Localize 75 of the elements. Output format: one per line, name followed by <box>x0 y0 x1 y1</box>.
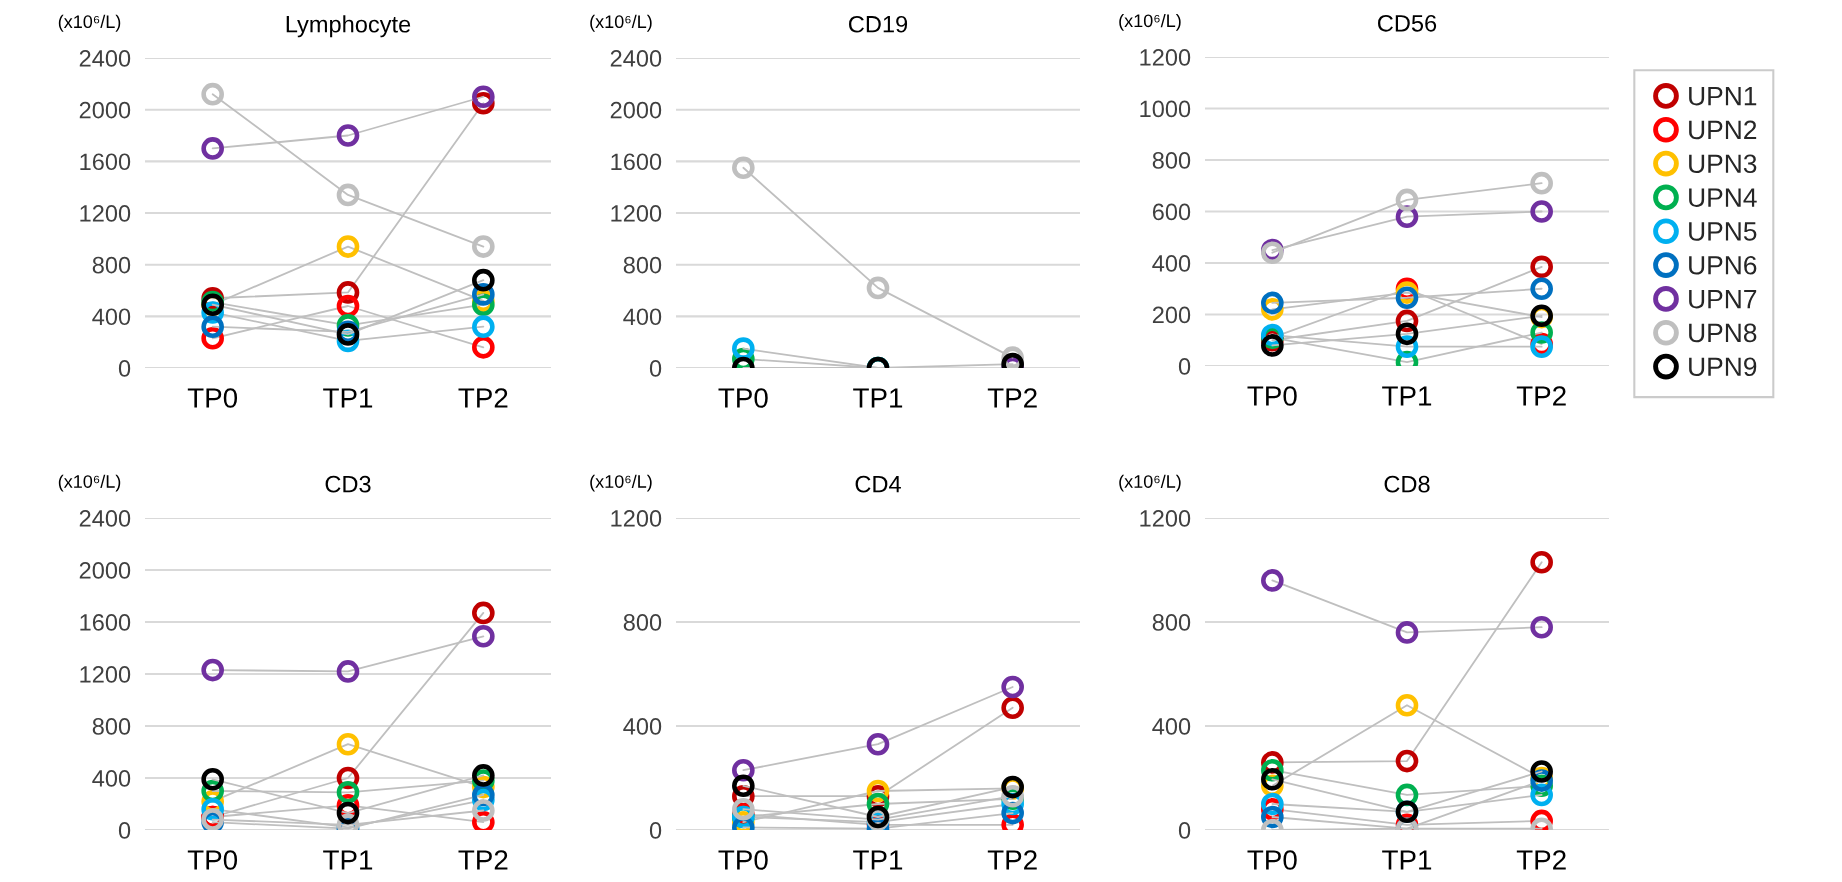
chart-title: CD8 <box>1384 475 1430 493</box>
x-tick-label: TP2 <box>987 388 1037 408</box>
y-axis-title: (x10⁶/L) <box>590 14 652 32</box>
chart-title: CD19 <box>849 15 908 33</box>
x-tick-label: TP0 <box>718 850 768 870</box>
y-tick-label: 2000 <box>79 101 131 119</box>
y-tick-label: 400 <box>1152 718 1191 735</box>
y-tick-label: 800 <box>1152 152 1191 169</box>
x-tick-label: TP0 <box>718 388 768 408</box>
chart-title: Lymphocyte <box>286 15 411 38</box>
chart-title: CD4 <box>855 475 901 493</box>
y-tick-label: 1600 <box>611 153 662 171</box>
y-tick-label: 2400 <box>79 50 131 67</box>
chart-title: CD56 <box>1378 14 1437 32</box>
y-axis-title: (x10⁶/L) <box>58 14 121 32</box>
legend-label: UPN7 <box>1689 290 1757 309</box>
y-tick-label: 1000 <box>1140 100 1191 118</box>
x-tick-label: TP1 <box>853 850 903 870</box>
y-tick-label: 1200 <box>611 510 662 527</box>
y-axis-title: (x10⁶/L) <box>590 474 652 492</box>
y-axis-title: (x10⁶/L) <box>1119 13 1181 31</box>
y-tick-label: 400 <box>623 308 662 326</box>
y-tick-label: 0 <box>118 360 131 377</box>
y-tick-label: 400 <box>92 308 131 326</box>
legend-label: UPN6 <box>1689 255 1757 275</box>
y-tick-label: 600 <box>1152 203 1191 221</box>
y-tick-label: 800 <box>1152 614 1191 631</box>
y-tick-label: 0 <box>118 822 131 839</box>
y-tick-label: 400 <box>1152 255 1191 272</box>
y-tick-label: 1200 <box>1140 510 1191 527</box>
y-tick-label: 1200 <box>80 666 131 683</box>
x-tick-label: TP2 <box>1516 850 1566 870</box>
y-tick-label: 1200 <box>611 205 662 222</box>
x-tick-label: TP0 <box>1247 386 1297 406</box>
x-tick-label: TP1 <box>1382 386 1432 406</box>
y-tick-label: 800 <box>623 614 662 631</box>
y-tick-label: 0 <box>649 360 662 377</box>
x-tick-label: TP2 <box>987 850 1037 870</box>
legend-label: UPN9 <box>1689 357 1757 377</box>
legend-label: UPN8 <box>1689 323 1757 343</box>
y-tick-label: 1600 <box>80 614 131 631</box>
y-tick-label: 2400 <box>610 50 662 67</box>
x-tick-label: TP0 <box>187 850 238 870</box>
y-tick-label: 1200 <box>1140 49 1191 66</box>
legend-label: UPN2 <box>1689 120 1757 140</box>
legend-label: UPN4 <box>1689 188 1757 207</box>
y-tick-label: 200 <box>1152 306 1191 324</box>
legend-label: UPN3 <box>1689 154 1757 174</box>
legend-label: UPN5 <box>1689 222 1757 241</box>
y-tick-label: 800 <box>92 718 131 735</box>
y-tick-label: 2400 <box>79 510 131 527</box>
x-tick-label: TP1 <box>323 850 373 870</box>
x-tick-label: TP2 <box>458 850 508 870</box>
y-tick-label: 0 <box>1178 822 1191 839</box>
y-tick-label: 0 <box>1178 358 1191 375</box>
x-tick-label: TP1 <box>1382 850 1432 870</box>
y-tick-label: 2000 <box>79 562 131 579</box>
x-tick-label: TP1 <box>853 388 903 408</box>
y-axis-title: (x10⁶/L) <box>58 474 121 492</box>
y-tick-label: 0 <box>649 822 662 839</box>
y-tick-label: 800 <box>623 256 662 274</box>
chart-title: CD3 <box>325 475 371 493</box>
y-tick-label: 1200 <box>80 205 131 222</box>
x-tick-label: TP2 <box>458 388 508 408</box>
legend-label: UPN1 <box>1689 87 1757 106</box>
y-axis-title: (x10⁶/L) <box>1119 474 1181 492</box>
y-tick-label: 400 <box>92 770 131 787</box>
x-tick-label: TP0 <box>1247 850 1297 870</box>
y-tick-label: 800 <box>92 256 131 274</box>
x-tick-label: TP0 <box>187 388 238 408</box>
x-tick-label: TP2 <box>1516 386 1566 406</box>
x-tick-label: TP1 <box>323 388 373 408</box>
y-tick-label: 400 <box>623 718 662 735</box>
y-tick-label: 1600 <box>80 153 131 171</box>
y-tick-label: 2000 <box>610 101 662 119</box>
